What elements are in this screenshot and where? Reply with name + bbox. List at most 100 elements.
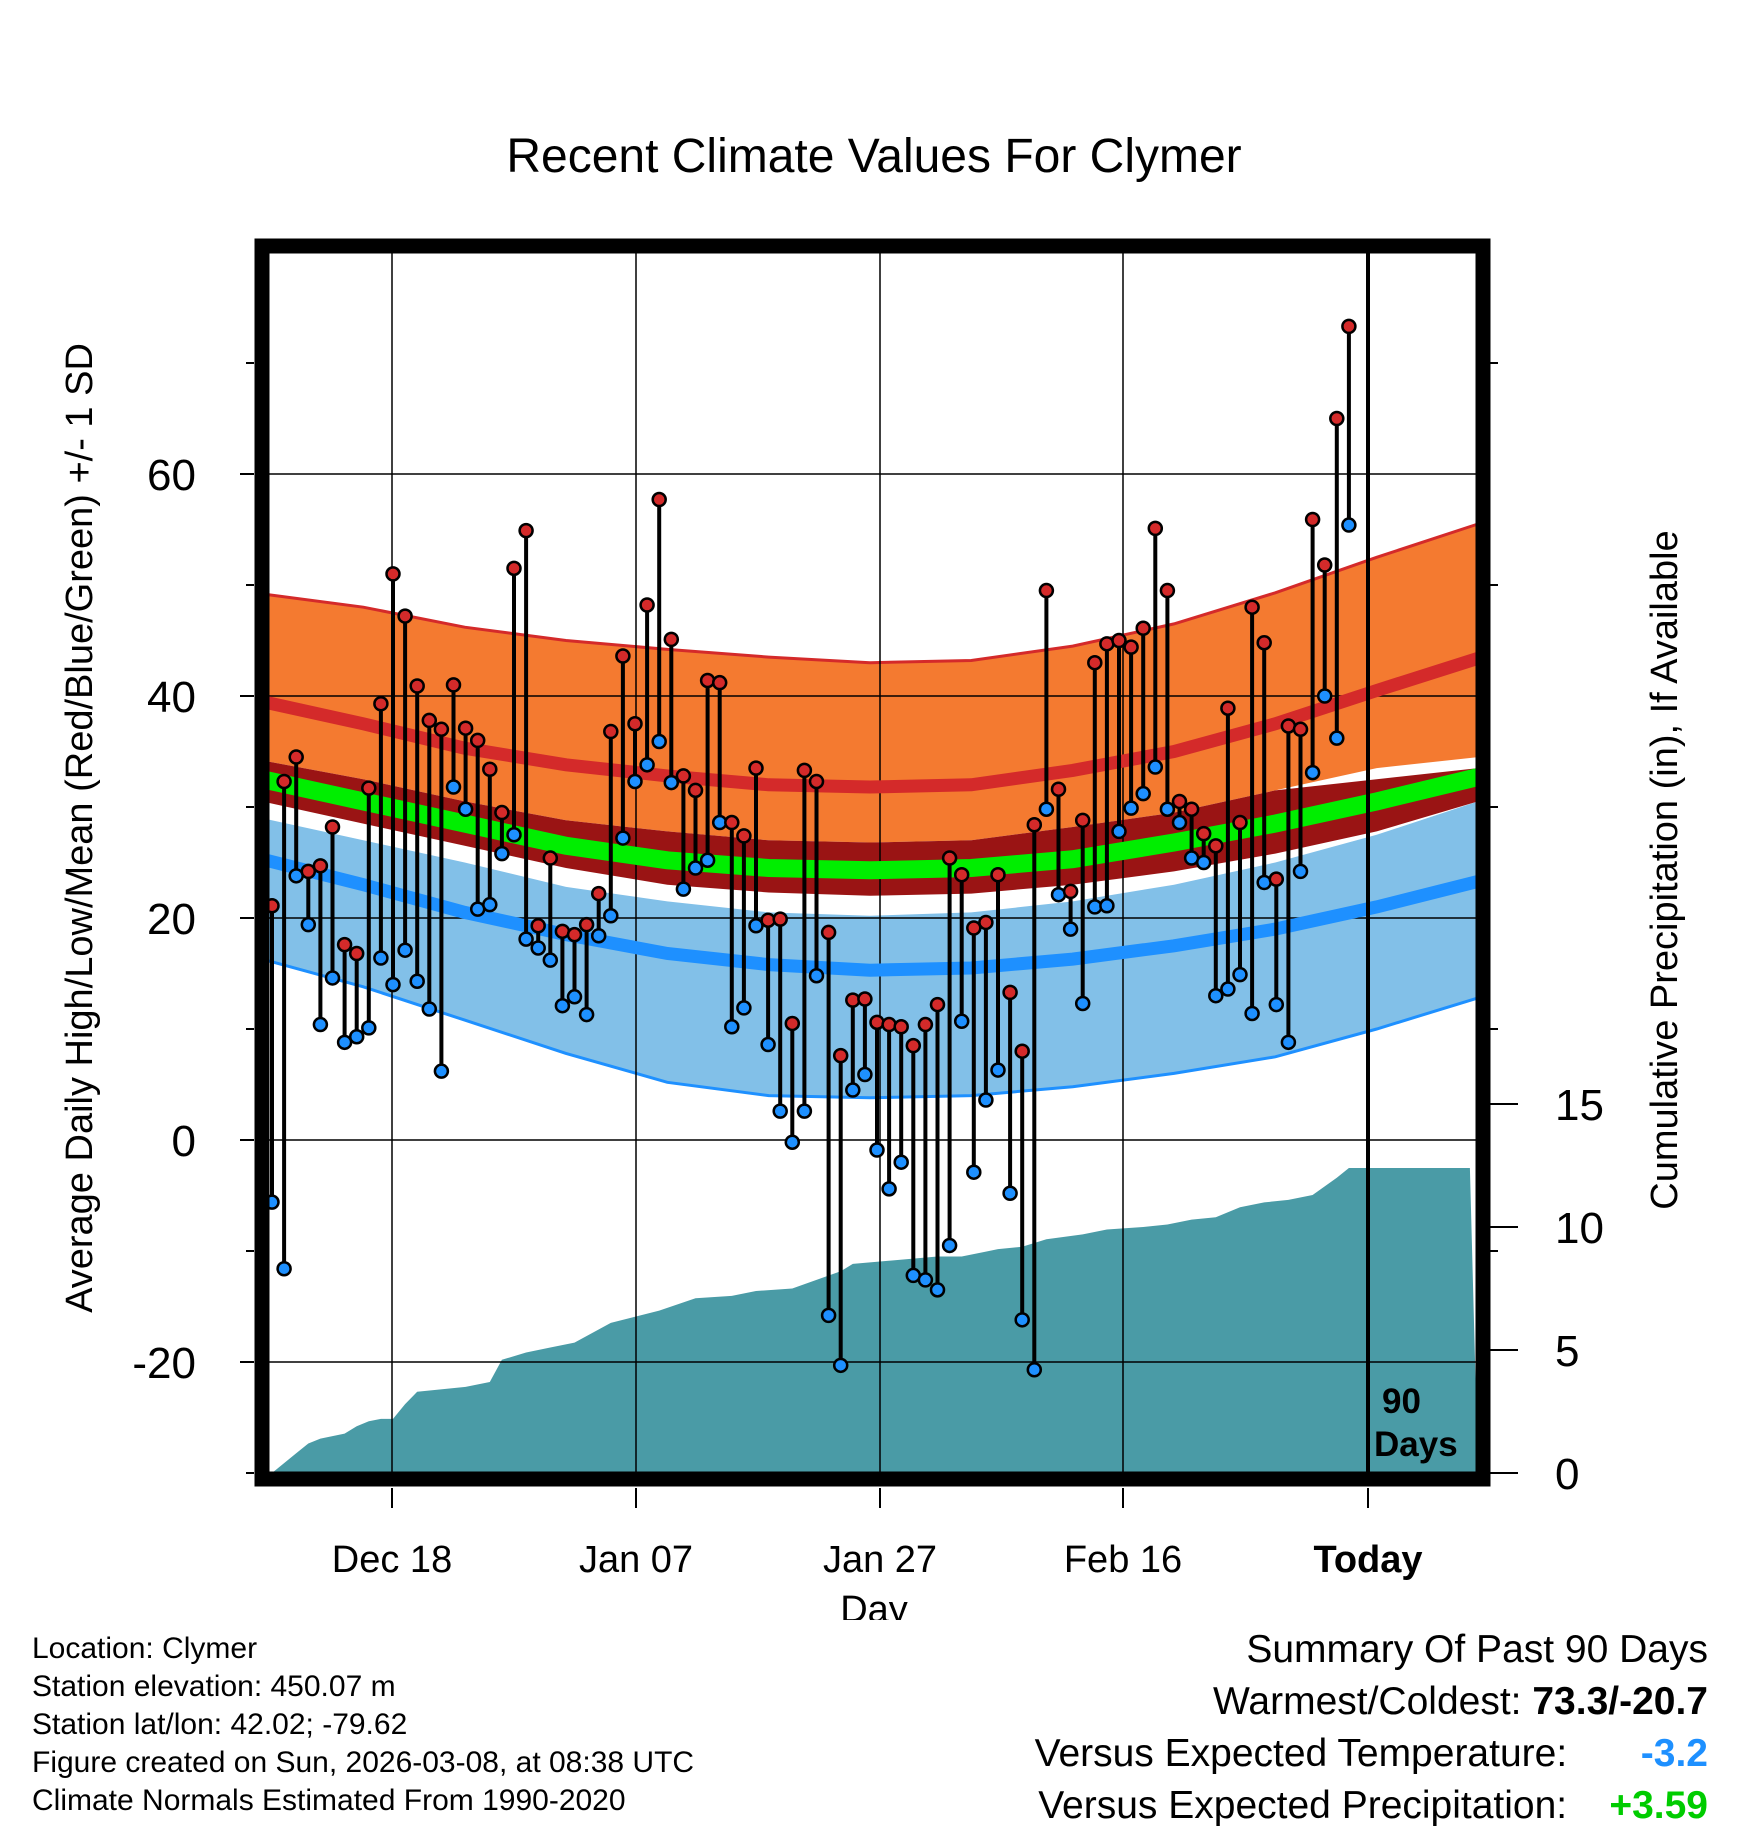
- daily-high-point: [1195, 825, 1212, 842]
- daily-high-point: [603, 723, 619, 740]
- daily-low-point: [1111, 823, 1127, 840]
- daily-high-point: [336, 936, 353, 953]
- daily-high-point: [917, 1016, 934, 1033]
- daily-high-point: [1208, 838, 1224, 854]
- daily-high-point: [1123, 639, 1139, 655]
- y-tick-label: 60: [147, 451, 196, 500]
- daily-high-point: [978, 914, 994, 931]
- daily-low-point: [1195, 854, 1212, 871]
- x-tick-label: Jan 07: [579, 1539, 693, 1581]
- y2-tick-label: 10: [1555, 1204, 1604, 1253]
- daily-low-point: [1026, 1362, 1043, 1378]
- daily-high-point: [748, 760, 764, 776]
- daily-low-point: [603, 908, 619, 924]
- summary-warm-cold: Warmest/Coldest: 73.3/-20.7: [1035, 1676, 1708, 1728]
- precip-label: Versus Expected Precipitation:: [1038, 1784, 1568, 1827]
- daily-low-point: [615, 830, 631, 846]
- high-plus-sd-line: [261, 522, 1479, 665]
- axes: 60 40 20 0 -20 15 10 5 0 Dec 18 Jan 07 Jan 27 Feb 16…: [132, 362, 1604, 1581]
- daily-high-point: [385, 566, 401, 582]
- daily-high-point: [506, 560, 522, 577]
- daily-low-point: [1014, 1312, 1030, 1328]
- daily-low-point: [857, 1066, 873, 1083]
- daily-high-point: [1038, 582, 1055, 599]
- x-tick-label: Jan 27: [823, 1539, 937, 1581]
- daily-high-point: [1183, 801, 1200, 817]
- summary-panel: Summary Of Past 90 Days Warmest/Coldest:…: [1035, 1624, 1708, 1832]
- x-tick-label: Dec 18: [332, 1539, 452, 1581]
- daily-high-point: [457, 720, 474, 736]
- daily-low-point: [772, 1103, 788, 1119]
- y-tick-label: 0: [172, 1117, 196, 1166]
- summary-title: Summary Of Past 90 Days: [1246, 1628, 1708, 1671]
- daily-low-point: [1341, 517, 1357, 533]
- daily-high-point: [663, 631, 680, 648]
- daily-high-point: [699, 672, 716, 689]
- daily-high-point: [361, 780, 377, 796]
- elevation-text: Station elevation: 450.07 m: [32, 1670, 396, 1703]
- warm-cold-value: 73.3/-20.7: [1532, 1680, 1708, 1723]
- daily-low-point: [893, 1154, 909, 1170]
- daily-high-point: [578, 916, 595, 933]
- daily-high-point: [953, 866, 970, 883]
- daily-low-point: [1244, 1005, 1260, 1022]
- daily-high-point: [832, 1047, 849, 1064]
- daily-high-point: [929, 996, 946, 1013]
- daily-high-point: [1304, 511, 1321, 528]
- daily-low-point: [966, 1164, 982, 1180]
- daily-high-point: [1171, 793, 1188, 810]
- daily-high-point: [1341, 318, 1357, 335]
- warm-cold-label: Warmest/Coldest:: [1213, 1680, 1522, 1723]
- daily-high-point: [1329, 410, 1345, 427]
- daily-low-point: [1171, 814, 1188, 831]
- daily-high-point: [724, 814, 740, 831]
- daily-low-point: [336, 1034, 353, 1051]
- daily-high-point: [445, 677, 462, 693]
- daily-high-point: [1074, 812, 1091, 829]
- daily-high-point: [1292, 721, 1309, 738]
- chart-title: Recent Climate Values For Clymer: [506, 130, 1241, 183]
- daily-high-point: [300, 863, 317, 880]
- daily-low-point: [953, 1013, 970, 1029]
- daily-low-point: [1208, 987, 1224, 1004]
- daily-high-point: [784, 1015, 801, 1032]
- daily-high-point: [542, 850, 559, 866]
- daily-low-point: [542, 952, 559, 968]
- daily-low-point: [276, 1261, 292, 1277]
- daily-low-point: [941, 1237, 958, 1254]
- temp-value: -3.2: [1640, 1732, 1708, 1775]
- daily-low-point: [348, 1029, 365, 1045]
- daily-low-point: [881, 1181, 897, 1197]
- daily-low-point: [506, 827, 522, 843]
- daily-high-point: [966, 920, 982, 936]
- daily-low-point: [324, 970, 341, 986]
- daily-high-point: [312, 858, 329, 874]
- daily-high-point: [820, 924, 837, 941]
- daily-high-point: [941, 850, 958, 866]
- daily-low-point: [748, 918, 764, 934]
- daily-low-point: [361, 1020, 377, 1036]
- daily-low-point: [1135, 785, 1151, 802]
- summary-temp: Versus Expected Temperature: -3.2: [1035, 1728, 1708, 1780]
- daily-high-point: [397, 608, 413, 624]
- daily-high-point: [1220, 700, 1236, 716]
- daily-low-point: [796, 1103, 813, 1119]
- daily-high-point: [482, 761, 498, 778]
- daily-low-point: [1280, 1034, 1297, 1051]
- daily-high-point: [494, 804, 510, 821]
- daily-low-point: [554, 997, 571, 1014]
- daily-low-point: [1002, 1185, 1018, 1202]
- frame-border: [254, 238, 1491, 1487]
- normal-mean-line: [260, 768, 1481, 880]
- daily-high-point: [518, 522, 534, 539]
- daily-high-point: [1256, 634, 1272, 651]
- daily-low-point: [421, 1001, 438, 1017]
- low-sd-band: [262, 801, 1478, 1098]
- y2-tick-label: 15: [1555, 1081, 1604, 1130]
- daily-high-point: [1232, 814, 1248, 831]
- daily-low-point: [457, 801, 474, 817]
- daily-high-point: [469, 732, 486, 749]
- daily-low-point: [760, 1036, 776, 1053]
- daily-low-point: [663, 774, 680, 791]
- daily-low-point: [530, 940, 546, 956]
